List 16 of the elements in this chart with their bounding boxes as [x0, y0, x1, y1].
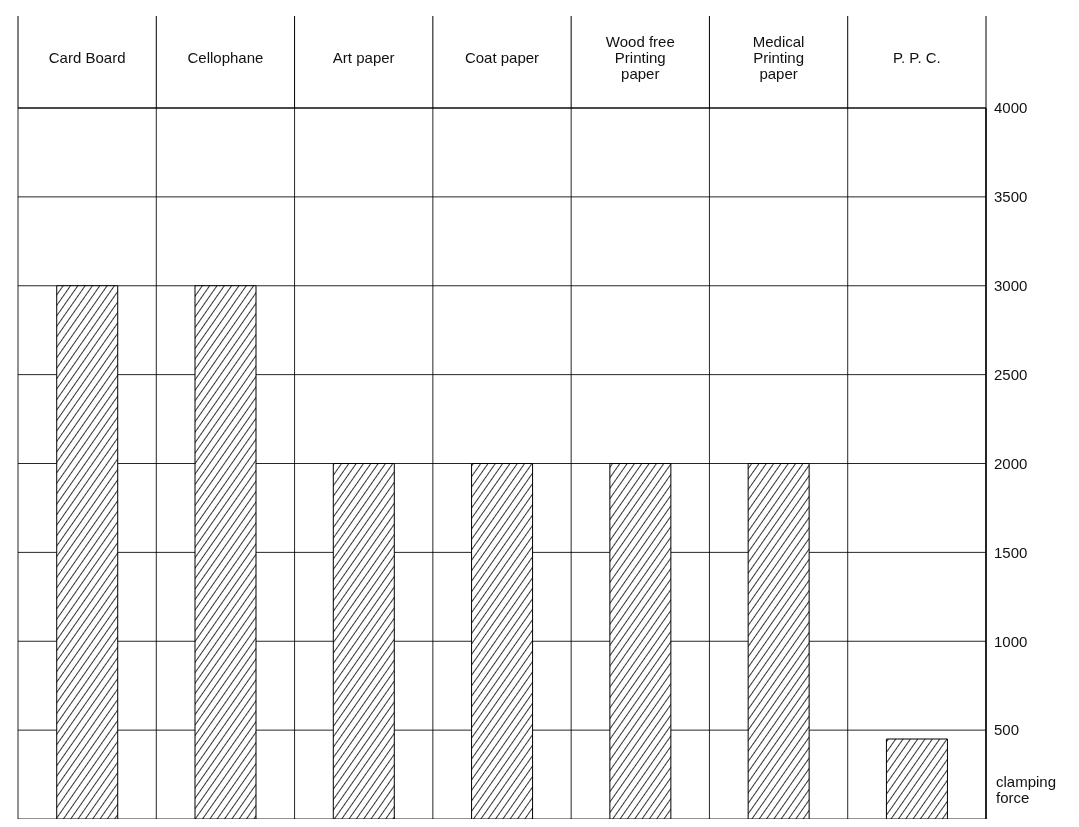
x-tick-label: Medical Printing paper — [752, 33, 805, 82]
x-tick-label: Wood free Printing paper — [605, 33, 675, 82]
y-tick-label: 1500 — [994, 543, 1028, 561]
y-tick-label: 1000 — [994, 632, 1028, 650]
y-tick-label: 3500 — [994, 188, 1028, 206]
x-tick-label: Cellophane — [187, 49, 264, 66]
x-tick-label: P. P. C. — [892, 49, 941, 66]
x-tick-label: Art paper — [332, 49, 395, 66]
y-tick-label: 500 — [994, 721, 1020, 739]
y-tick-label: 4000 — [994, 99, 1028, 117]
x-tick-label: Card Board — [48, 49, 126, 66]
x-tick-label: Coat paper — [464, 49, 540, 66]
y-tick-label: 2500 — [994, 365, 1028, 383]
y-tick-label: 2000 — [994, 454, 1028, 472]
y-tick-label: 3000 — [994, 277, 1028, 295]
y-axis-title: clamping force — [996, 773, 1057, 806]
